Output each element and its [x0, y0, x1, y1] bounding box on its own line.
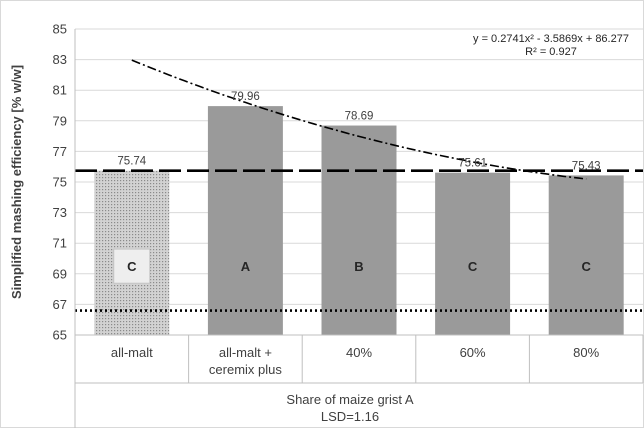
x-axis-title: Share of maize grist A: [286, 392, 413, 407]
y-tick-label: 71: [53, 236, 67, 251]
bar: [435, 172, 511, 335]
bar: [207, 106, 283, 335]
y-tick-label: 69: [53, 266, 67, 281]
trendline-equation: y = 0.2741x² - 3.5869x + 86.277: [473, 33, 629, 45]
lsd-note: LSD=1.16: [321, 409, 379, 424]
reference-lines: [75, 169, 643, 312]
category-label: 40%: [346, 345, 372, 360]
y-tick-label: 85: [53, 22, 67, 37]
bars: [94, 106, 624, 335]
category-label: all-malt: [111, 345, 153, 360]
category-label: 60%: [460, 345, 486, 360]
letter-box: [113, 248, 151, 284]
group-letter: B: [354, 259, 363, 274]
y-tick-label: 65: [53, 328, 67, 343]
y-tick-label: 79: [53, 113, 67, 128]
y-tick-label: 67: [53, 297, 67, 312]
y-axis-title: Simplified mashing efficiency [% w/w]: [9, 65, 24, 299]
axes: 65 67 69 71 73 75 77 79 81 83 85 all-malt all-malt +…: [53, 22, 644, 428]
value-label: 75.43: [572, 160, 601, 172]
value-label: 79.96: [231, 91, 260, 103]
category-label: 80%: [573, 345, 599, 360]
y-tick-label: 81: [53, 83, 67, 98]
group-letter: C: [582, 259, 592, 274]
group-letter: C: [127, 259, 137, 274]
trendline: [131, 59, 587, 180]
bar: [321, 125, 397, 335]
category-label: all-malt +: [219, 345, 272, 360]
value-label: 75.74: [117, 156, 146, 168]
y-tick-label: 75: [53, 175, 67, 190]
bar: [548, 175, 624, 335]
trendline-r2: R² = 0.927: [525, 46, 577, 58]
group-letter: A: [241, 259, 251, 274]
data-labels: 75.74 C 79.96 A 78.69 B 75.61 C 75.43 C: [113, 91, 601, 284]
y-tick-label: 83: [53, 52, 67, 67]
y-tick-label: 73: [53, 205, 67, 220]
category-label: ceremix plus: [209, 362, 282, 377]
value-label: 78.69: [345, 111, 374, 123]
value-label: 75.61: [458, 158, 487, 170]
gridlines: [75, 28, 643, 305]
group-letter: C: [468, 259, 478, 274]
y-tick-label: 77: [53, 144, 67, 159]
